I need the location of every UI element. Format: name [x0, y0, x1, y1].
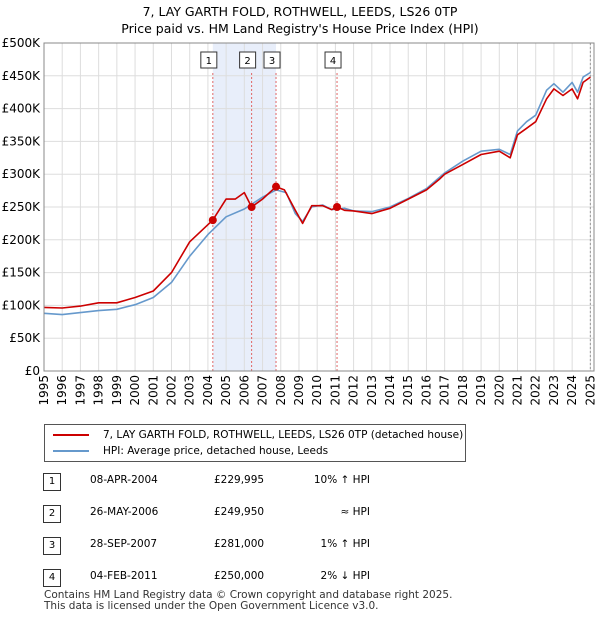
x-tick-label: 2011 [328, 375, 342, 406]
x-tick-label: 2019 [474, 375, 488, 406]
x-tick-label: 2009 [292, 375, 306, 406]
chart-title: 7, LAY GARTH FOLD, ROTHWELL, LEEDS, LS26… [142, 4, 458, 19]
x-tick-label: 2005 [219, 375, 233, 406]
transaction-hpi: ≈ HPI [340, 506, 370, 518]
transaction-badge: 1 [43, 473, 61, 491]
transaction-price: £250,000 [214, 570, 265, 582]
transaction-number-box [200, 51, 218, 69]
x-tick-label: 2012 [347, 375, 361, 406]
y-tick-label: £300K [2, 167, 42, 181]
y-tick-label: £350K [2, 134, 42, 148]
legend: 7, LAY GARTH FOLD, ROTHWELL, LEEDS, LS26… [44, 424, 466, 462]
x-tick-label: 1999 [110, 375, 124, 406]
transaction-badge: 3 [43, 537, 61, 555]
transaction-row: 1 08-APR-2004 £229,995 10% ↑ HPI [0, 467, 600, 497]
y-tick-label: £100K [2, 298, 42, 312]
y-tick-label: £400K [2, 102, 42, 116]
transaction-number-label: 3 [269, 56, 275, 67]
transaction-number-box [239, 51, 257, 69]
footer-copyright: Contains HM Land Registry data © Crown c… [44, 589, 453, 601]
legend-swatch-property [53, 434, 89, 436]
transaction-price: £229,995 [214, 474, 265, 486]
x-tick-label: 2015 [401, 375, 415, 406]
legend-label-property: 7, LAY GARTH FOLD, ROTHWELL, LEEDS, LS26… [103, 429, 464, 441]
y-tick-label: £250K [2, 200, 42, 214]
y-tick-label: £500K [2, 36, 42, 50]
x-tick-label: 1998 [92, 375, 106, 406]
transaction-row: 2 26-MAY-2006 £249,950 ≈ HPI [0, 499, 600, 529]
transaction-number-box [324, 51, 342, 69]
x-tick-label: 2003 [183, 375, 197, 406]
x-tick-label: 2004 [201, 375, 215, 406]
y-tick-label: £50K [9, 331, 41, 345]
y-tick-label: £450K [2, 69, 42, 83]
x-tick-label: 2017 [438, 375, 452, 406]
series-line-hpi [43, 71, 591, 316]
x-tick-label: 2025 [583, 375, 597, 406]
x-tick-label: 2016 [419, 375, 433, 406]
x-tick-label: 2007 [256, 375, 270, 406]
transaction-date: 08-APR-2004 [90, 474, 158, 486]
y-tick-label: £0 [25, 364, 40, 378]
transaction-number-label: 4 [330, 56, 336, 67]
x-tick-label: 2010 [310, 375, 324, 406]
transaction-number-label: 1 [206, 56, 212, 67]
x-tick-label: 2002 [164, 375, 178, 406]
chart-subtitle: Price paid vs. HM Land Registry's House … [121, 21, 479, 36]
transaction-number-box [263, 51, 281, 69]
x-tick-label: 2018 [456, 375, 470, 406]
sale-point [208, 216, 217, 225]
legend-item-hpi: HPI: Average price, detached house, Leed… [53, 443, 328, 459]
x-tick-label: 2008 [274, 375, 288, 406]
transaction-badge: 2 [43, 505, 61, 523]
x-tick-label: 2020 [492, 375, 506, 406]
chart-title-block: 7, LAY GARTH FOLD, ROTHWELL, LEEDS, LS26… [0, 3, 600, 37]
transaction-hpi: 1% ↑ HPI [320, 538, 370, 550]
x-tick-label: 2001 [146, 375, 160, 406]
sale-point [333, 203, 342, 211]
transaction-price: £249,950 [214, 506, 265, 518]
transaction-row: 3 28-SEP-2007 £281,000 1% ↑ HPI [0, 531, 600, 561]
transaction-hpi: 10% ↑ HPI [313, 474, 370, 486]
x-tick-label: 2014 [383, 375, 397, 406]
transaction-badge: 4 [43, 569, 61, 587]
footer-licence: This data is licensed under the Open Gov… [44, 600, 379, 612]
transaction-hpi: 2% ↓ HPI [320, 570, 370, 582]
y-tick-label: £200K [2, 233, 42, 247]
legend-swatch-hpi [53, 450, 89, 452]
transaction-price: £281,000 [214, 538, 265, 550]
x-tick-label: 1996 [55, 375, 69, 406]
transaction-row: 4 04-FEB-2011 £250,000 2% ↓ HPI [0, 563, 600, 593]
x-tick-label: 2000 [128, 375, 142, 406]
sale-point [247, 203, 256, 212]
transaction-date: 26-MAY-2006 [90, 506, 159, 518]
price-chart: 1 2 3 4 £0 £50K £100K £150K £200K £250K £300K £350K… [2, 36, 598, 406]
x-tick-label: 1997 [73, 375, 87, 406]
x-tick-label: 2023 [547, 375, 561, 406]
footer: Contains HM Land Registry data © Crown c… [44, 590, 452, 612]
x-tick-label: 2013 [365, 375, 379, 406]
x-tick-label: 2022 [529, 375, 543, 406]
transaction-date: 04-FEB-2011 [90, 570, 158, 582]
x-tick-label: 2021 [511, 375, 525, 406]
sale-point [272, 182, 281, 191]
x-tick-label: 1995 [37, 375, 51, 406]
plot-frame [43, 42, 595, 372]
x-tick-label: 2006 [237, 375, 251, 406]
legend-item-property: 7, LAY GARTH FOLD, ROTHWELL, LEEDS, LS26… [53, 427, 463, 443]
y-tick-label: £150K [2, 266, 42, 280]
transaction-date: 28-SEP-2007 [90, 538, 158, 550]
legend-label-hpi: HPI: Average price, detached house, Leed… [103, 445, 329, 457]
transaction-number-label: 2 [244, 56, 250, 67]
x-tick-label: 2024 [565, 375, 579, 406]
